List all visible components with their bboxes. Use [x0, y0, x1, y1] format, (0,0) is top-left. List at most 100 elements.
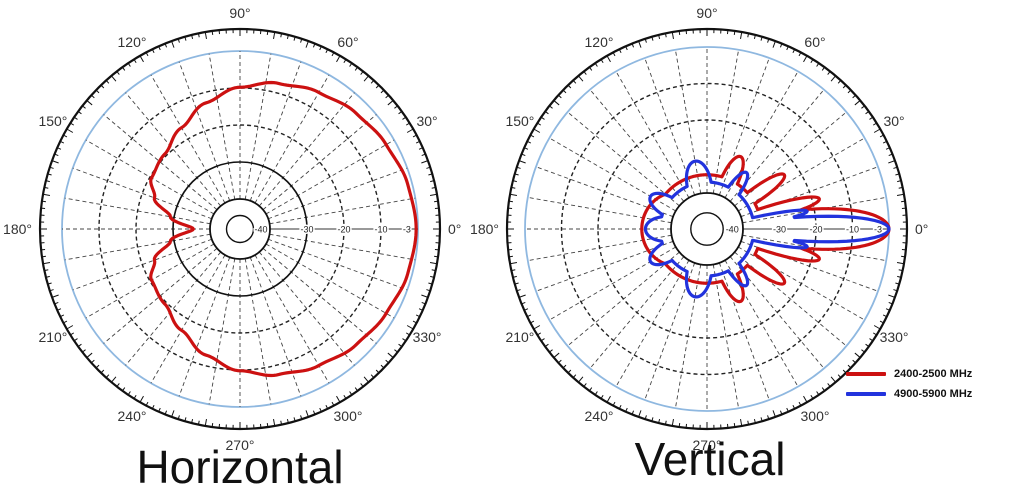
radial-spoke: [266, 244, 394, 318]
angle-label: 240°: [585, 408, 614, 424]
radial-spoke: [73, 168, 212, 219]
angle-tick: [172, 410, 174, 417]
angle-tick: [838, 375, 841, 378]
radial-label: -20: [337, 225, 350, 235]
angle-tick: [117, 71, 119, 74]
angle-label: 300°: [334, 408, 363, 424]
angle-tick: [568, 85, 571, 88]
angle-tick: [804, 396, 808, 402]
angle-tick: [607, 56, 611, 62]
angle-tick: [672, 32, 673, 39]
angle-tick: [212, 423, 213, 427]
angle-tick: [43, 263, 50, 264]
angle-tick: [111, 76, 115, 81]
angle-tick: [679, 423, 680, 427]
angle-tick: [734, 423, 735, 427]
angle-tick: [421, 161, 428, 163]
angle-tick: [568, 370, 571, 373]
angle-tick: [855, 100, 860, 104]
angle-tick: [306, 41, 308, 48]
angle-tick: [734, 31, 735, 35]
angle-tick: [773, 41, 775, 48]
angle-tick: [87, 353, 92, 357]
radial-label: -10: [374, 225, 387, 235]
angle-tick: [549, 106, 552, 108]
angle-tick: [96, 365, 99, 368]
angle-tick: [672, 419, 673, 426]
angle-tick: [140, 396, 144, 402]
angle-label: 180°: [3, 221, 32, 237]
angle-tick: [267, 31, 268, 35]
radial-label: -30: [300, 225, 313, 235]
radial-spoke: [616, 260, 689, 386]
angle-label: 180°: [470, 221, 499, 237]
radial-spoke: [179, 62, 230, 201]
angle-label: 120°: [585, 34, 614, 50]
angle-tick: [897, 263, 904, 264]
angle-tick: [371, 80, 374, 83]
legend-label-4900: 4900-5900 MHz: [894, 388, 972, 400]
angle-tick: [549, 350, 552, 352]
angle-tick: [111, 377, 115, 382]
angle-tick: [106, 80, 109, 83]
angle-tick: [679, 31, 680, 35]
angle-label: 150°: [38, 113, 67, 129]
angle-tick: [853, 360, 856, 363]
angle-label: 300°: [801, 408, 830, 424]
angle-tick: [534, 129, 540, 133]
angle-tick: [639, 41, 641, 48]
angle-tick: [828, 383, 830, 386]
angle-tick: [376, 370, 379, 373]
angle-tick: [434, 201, 438, 202]
angle-tick: [364, 377, 368, 382]
radial-label: -3: [874, 225, 882, 235]
radial-spoke: [735, 112, 847, 206]
radial-label: -30: [773, 225, 786, 235]
angle-tick: [573, 375, 576, 378]
angle-tick: [43, 194, 50, 195]
angle-tick: [855, 353, 860, 357]
angle-tick: [274, 419, 275, 426]
angle-tick: [421, 295, 428, 297]
angle-tick: [861, 106, 864, 108]
radial-label: -40: [726, 225, 739, 235]
angle-tick: [205, 32, 206, 39]
angle-tick: [584, 71, 586, 74]
radial-spoke: [126, 93, 221, 206]
angle-tick: [773, 410, 775, 417]
angle-tick: [101, 370, 104, 373]
angle-tick: [573, 80, 576, 83]
angle-label: 240°: [118, 408, 147, 424]
legend-item-2400: 2400-2500 MHz: [846, 364, 972, 384]
radial-spoke: [259, 252, 354, 365]
angle-tick: [554, 353, 559, 357]
angle-tick: [430, 194, 437, 195]
angle-tick: [386, 360, 389, 363]
angle-tick: [558, 95, 561, 98]
angle-tick: [843, 85, 846, 88]
radial-spoke: [86, 244, 214, 318]
angle-tick: [388, 353, 393, 357]
angle-tick: [848, 90, 851, 93]
angle-label: 60°: [804, 34, 825, 50]
legend-swatch-red: [846, 372, 886, 376]
legend: 2400-2500 MHz 4900-5900 MHz: [846, 364, 972, 404]
radial-label: -10: [846, 225, 859, 235]
angle-tick: [42, 201, 46, 202]
angle-label: 150°: [505, 113, 534, 129]
angle-tick: [205, 419, 206, 426]
angle-tick: [67, 326, 73, 330]
angle-tick: [519, 161, 526, 163]
radial-spoke: [568, 112, 680, 206]
angle-tick: [838, 80, 841, 83]
radial-spoke: [270, 234, 416, 260]
angle-tick: [172, 41, 174, 48]
angle-tick: [558, 360, 561, 363]
angle-tick: [52, 295, 59, 297]
angle-tick: [91, 95, 94, 98]
radial-spoke: [270, 198, 416, 224]
angle-tick: [853, 95, 856, 98]
angle-tick: [42, 256, 46, 257]
angle-tick: [509, 256, 513, 257]
angle-tick: [82, 106, 85, 108]
